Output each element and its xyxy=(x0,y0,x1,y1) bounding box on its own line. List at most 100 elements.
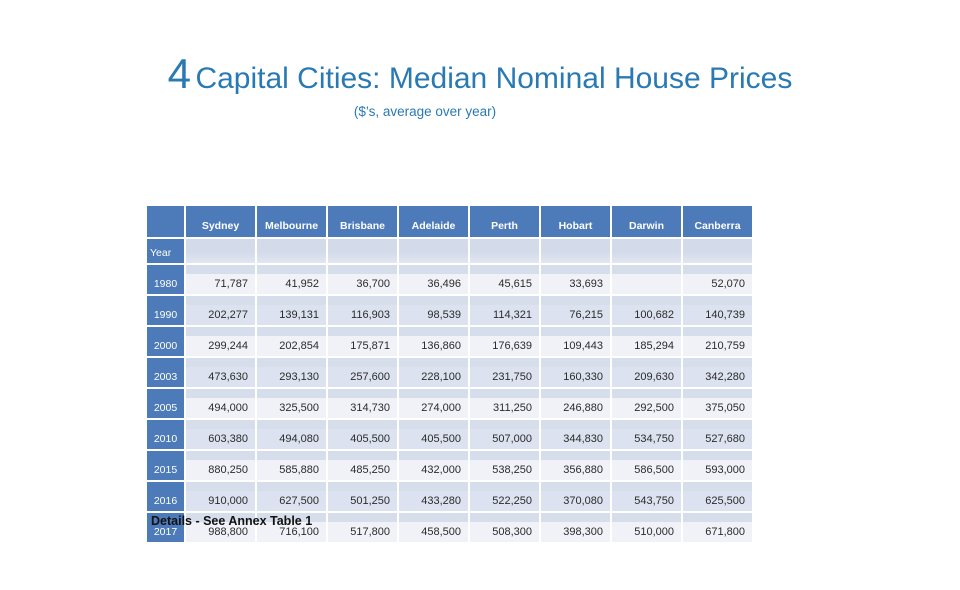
column-header: Hobart xyxy=(541,206,610,237)
table-cell: 473,630 xyxy=(186,358,255,387)
table-cell: 603,380 xyxy=(186,420,255,449)
table-cell: 485,250 xyxy=(328,451,397,480)
table-cell: 494,080 xyxy=(257,420,326,449)
table-cell: 534,750 xyxy=(612,420,681,449)
table-cell: 522,250 xyxy=(470,482,539,511)
table-cell: 246,880 xyxy=(541,389,610,418)
table-cell: 716,100 xyxy=(257,513,326,542)
table-cell: 209,630 xyxy=(612,358,681,387)
row-header-year: 2015 xyxy=(147,451,184,480)
slide-title-number: 4 xyxy=(167,50,191,97)
table-row: 2017 988,800 716,100 517,800 458,500 508,300 3… xyxy=(147,513,752,542)
table-cell: 510,000 xyxy=(612,513,681,542)
table-cell: 139,131 xyxy=(257,296,326,325)
table-cell: 586,500 xyxy=(612,451,681,480)
row-header-year: 2000 xyxy=(147,327,184,356)
table-cell: 325,500 xyxy=(257,389,326,418)
table-cell: 405,500 xyxy=(399,420,468,449)
column-header: Melbourne xyxy=(257,206,326,237)
table-cell: 508,300 xyxy=(470,513,539,542)
table-row: 2003 473,630 293,130 257,600 228,100 231,750 1… xyxy=(147,358,752,387)
table-cell: 299,244 xyxy=(186,327,255,356)
table-cell: 160,330 xyxy=(541,358,610,387)
table-row: 2015 880,250 585,880 485,250 432,000 538,250 3… xyxy=(147,451,752,480)
table-row: 1990 202,277 139,131 116,903 98,539 114,321 76… xyxy=(147,296,752,325)
table-cell: 494,000 xyxy=(186,389,255,418)
row-group-label: Year xyxy=(147,239,184,263)
table-cell: 458,500 xyxy=(399,513,468,542)
row-header-year: 2005 xyxy=(147,389,184,418)
table-cell: 116,903 xyxy=(328,296,397,325)
table-cell: 398,300 xyxy=(541,513,610,542)
table-cell: 517,800 xyxy=(328,513,397,542)
slide-subtitle: ($’s, average over year) xyxy=(353,104,497,120)
table-cell: 114,321 xyxy=(470,296,539,325)
spacer-cell xyxy=(399,239,468,263)
column-header: Brisbane xyxy=(328,206,397,237)
table-cell: 45,615 xyxy=(470,265,539,294)
table-cell: 507,000 xyxy=(470,420,539,449)
column-header: Canberra xyxy=(683,206,752,237)
spacer-cell xyxy=(257,239,326,263)
table-row: 2016 910,000 627,500 501,250 433,280 522,250 3… xyxy=(147,482,752,511)
slide-title: 4 Capital Cities: Median Nominal House P… xyxy=(0,50,960,98)
table-cell: 432,000 xyxy=(399,451,468,480)
table-cell: 100,682 xyxy=(612,296,681,325)
table-cell: 41,952 xyxy=(257,265,326,294)
table-cell: 98,539 xyxy=(399,296,468,325)
table-cell: 109,443 xyxy=(541,327,610,356)
table-cell: 314,730 xyxy=(328,389,397,418)
table-cell: 527,680 xyxy=(683,420,752,449)
table-cell: 274,000 xyxy=(399,389,468,418)
table-cell: 370,080 xyxy=(541,482,610,511)
year-group-row: Year xyxy=(147,239,752,263)
table-cell: 175,871 xyxy=(328,327,397,356)
row-header-year: 2017 xyxy=(147,513,184,542)
table-cell: 625,500 xyxy=(683,482,752,511)
slide-title-text: Capital Cities: Median Nominal House Pri… xyxy=(195,62,793,95)
table-cell: 433,280 xyxy=(399,482,468,511)
table-header-row: Sydney Melbourne Brisbane Adelaide Perth Hoba… xyxy=(147,206,752,237)
table-cell: 71,787 xyxy=(186,265,255,294)
table-cell: 880,250 xyxy=(186,451,255,480)
table-cell: 210,759 xyxy=(683,327,752,356)
spacer-cell xyxy=(541,239,610,263)
spacer-cell xyxy=(470,239,539,263)
table-corner-cell xyxy=(147,206,184,237)
table-row: 1980 71,787 41,952 36,700 36,496 45,615 33,693… xyxy=(147,265,752,294)
spacer-cell xyxy=(612,239,681,263)
table-cell: 76,215 xyxy=(541,296,610,325)
footer-note: Details - See Annex Table 1 xyxy=(151,514,313,528)
row-header-year: 2010 xyxy=(147,420,184,449)
table-cell: 176,639 xyxy=(470,327,539,356)
table-cell: 33,693 xyxy=(541,265,610,294)
table-cell: 988,800 xyxy=(186,513,255,542)
table-cell: 185,294 xyxy=(612,327,681,356)
row-header-year: 2016 xyxy=(147,482,184,511)
table-cell: 257,600 xyxy=(328,358,397,387)
table-cell: 140,739 xyxy=(683,296,752,325)
column-header: Sydney xyxy=(186,206,255,237)
column-header: Perth xyxy=(470,206,539,237)
table-cell: 342,280 xyxy=(683,358,752,387)
table-cell: 36,496 xyxy=(399,265,468,294)
table-cell: 344,830 xyxy=(541,420,610,449)
table-cell: 292,500 xyxy=(612,389,681,418)
table-cell: 36,700 xyxy=(328,265,397,294)
table-cell: 311,250 xyxy=(470,389,539,418)
table-cell: 293,130 xyxy=(257,358,326,387)
table-cell: 405,500 xyxy=(328,420,397,449)
spacer-cell xyxy=(328,239,397,263)
table-cell: 627,500 xyxy=(257,482,326,511)
house-prices-table-container: Sydney Melbourne Brisbane Adelaide Perth Hoba… xyxy=(145,204,754,544)
row-header-year: 2003 xyxy=(147,358,184,387)
table-cell: 202,854 xyxy=(257,327,326,356)
spacer-cell xyxy=(683,239,752,263)
table-cell: 543,750 xyxy=(612,482,681,511)
table-cell: 202,277 xyxy=(186,296,255,325)
table-cell: 585,880 xyxy=(257,451,326,480)
table-cell: 228,100 xyxy=(399,358,468,387)
house-prices-table: Sydney Melbourne Brisbane Adelaide Perth Hoba… xyxy=(145,204,754,544)
table-row: 2005 494,000 325,500 314,730 274,000 311,250 2… xyxy=(147,389,752,418)
spacer-cell xyxy=(186,239,255,263)
